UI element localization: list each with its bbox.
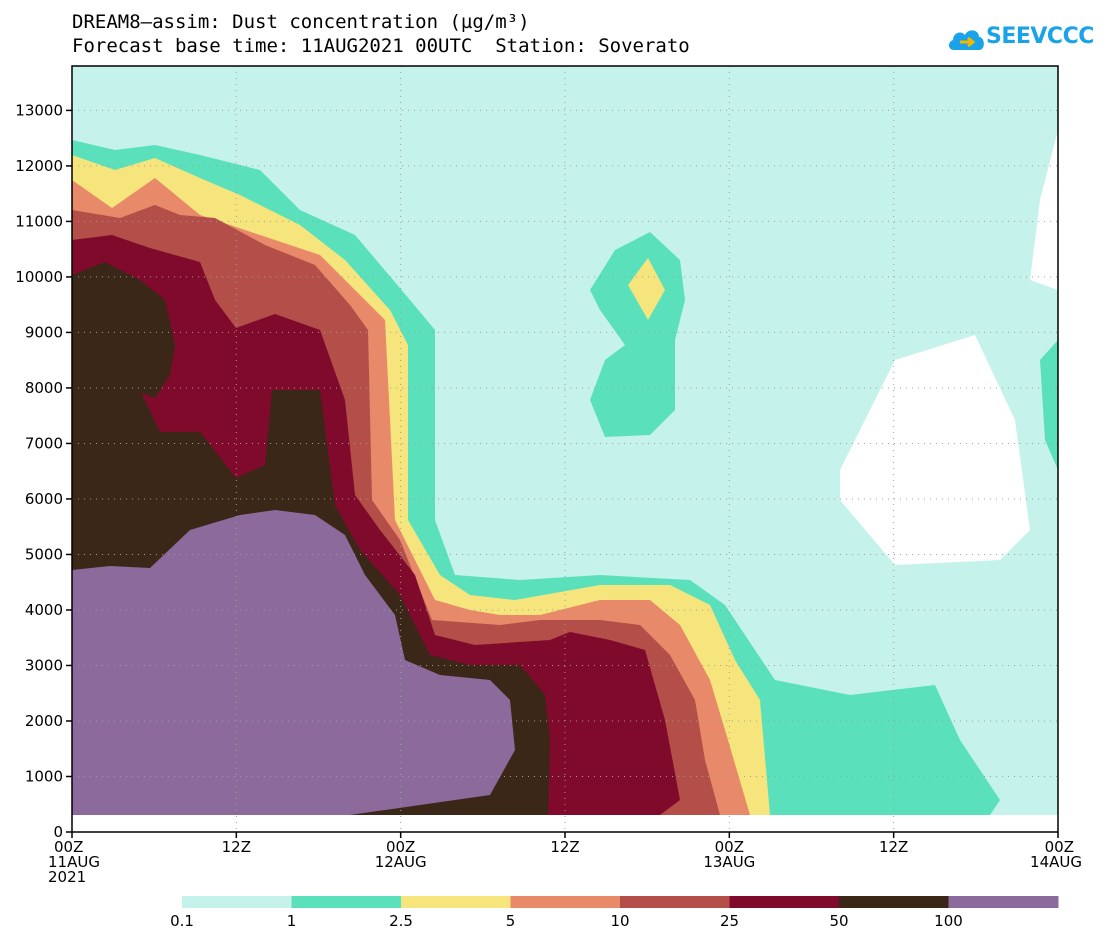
x-tick-label: 2021 <box>48 868 86 886</box>
y-tick-label: 9000 <box>25 323 63 341</box>
x-tick-label: 00Z <box>54 838 83 856</box>
y-tick-label: 11000 <box>15 212 63 230</box>
chart-subtitle: Forecast base time: 11AUG2021 00UTC Stat… <box>72 35 690 57</box>
band-above-100 <box>72 510 515 815</box>
colorbar-label: 25 <box>720 912 739 930</box>
y-tick-label: 0 <box>53 823 63 841</box>
y-tick-label: 12000 <box>15 157 63 175</box>
colorbar-swatch <box>182 896 292 908</box>
colorbar-label: 0.1 <box>170 912 194 930</box>
band-1-2.5-right-edge <box>1040 340 1058 470</box>
x-tick-label: 00Z <box>715 838 744 856</box>
seevccc-logo: SEEVCCC <box>946 20 1102 60</box>
chart-title: DREAM8–assim: Dust concentration (µg/m³) <box>72 11 530 33</box>
colorbar-swatch <box>620 896 730 908</box>
colorbar-swatch <box>510 896 621 908</box>
band-50-100-top <box>72 262 175 398</box>
colorbar-label: 5 <box>506 912 516 930</box>
x-tick-label: 13AUG <box>703 853 755 871</box>
colorbar-label: 100 <box>934 912 963 930</box>
cloud-icon <box>948 30 984 50</box>
x-tick-label: 00Z <box>1045 838 1074 856</box>
y-tick-label: 8000 <box>25 379 63 397</box>
colorbar-swatch <box>729 896 840 908</box>
y-tick-label: 3000 <box>25 656 63 674</box>
colorbar-label: 10 <box>610 912 629 930</box>
y-tick-label: 2000 <box>25 712 63 730</box>
colorbar-label: 1 <box>287 912 297 930</box>
x-tick-label: 00Z <box>386 838 415 856</box>
colorbar-swatch <box>839 896 949 908</box>
y-tick-label: 10000 <box>15 268 63 286</box>
band-below-0.1-right-top <box>1030 130 1058 290</box>
grid <box>72 66 1058 832</box>
x-tick-label: 12AUG <box>375 853 427 871</box>
colorbar-label: 2.5 <box>389 912 413 930</box>
x-tick-label: 11AUG <box>48 853 100 871</box>
colorbar: 0.1 1 2.5 5 10 25 50 100 <box>170 896 1059 930</box>
y-tick-label: 6000 <box>25 490 63 508</box>
logo-text: SEEVCCC <box>986 24 1094 49</box>
colorbar-swatch <box>401 896 511 908</box>
y-tick-label: 1000 <box>25 767 63 785</box>
y-tick-label: 7000 <box>25 434 63 452</box>
y-axis: 0 1000 2000 3000 4000 5000 6000 7000 8000 9000 100… <box>15 101 72 841</box>
y-tick-label: 4000 <box>25 601 63 619</box>
contour-fills <box>72 66 1058 832</box>
colorbar-swatch <box>291 896 402 908</box>
colorbar-swatch <box>948 896 1059 908</box>
x-tick-label: 12Z <box>879 838 908 856</box>
x-tick-label: 12Z <box>222 838 251 856</box>
x-tick-label: 12Z <box>550 838 579 856</box>
colorbar-label: 50 <box>829 912 848 930</box>
y-tick-label: 5000 <box>25 545 63 563</box>
band-2.5-5-plume <box>628 258 665 320</box>
x-tick-label: 14AUG <box>1030 853 1082 871</box>
y-tick-label: 13000 <box>15 101 63 119</box>
band-below-0.1-ground <box>72 815 1058 832</box>
band-below-0.1-right-mid <box>840 335 1030 565</box>
